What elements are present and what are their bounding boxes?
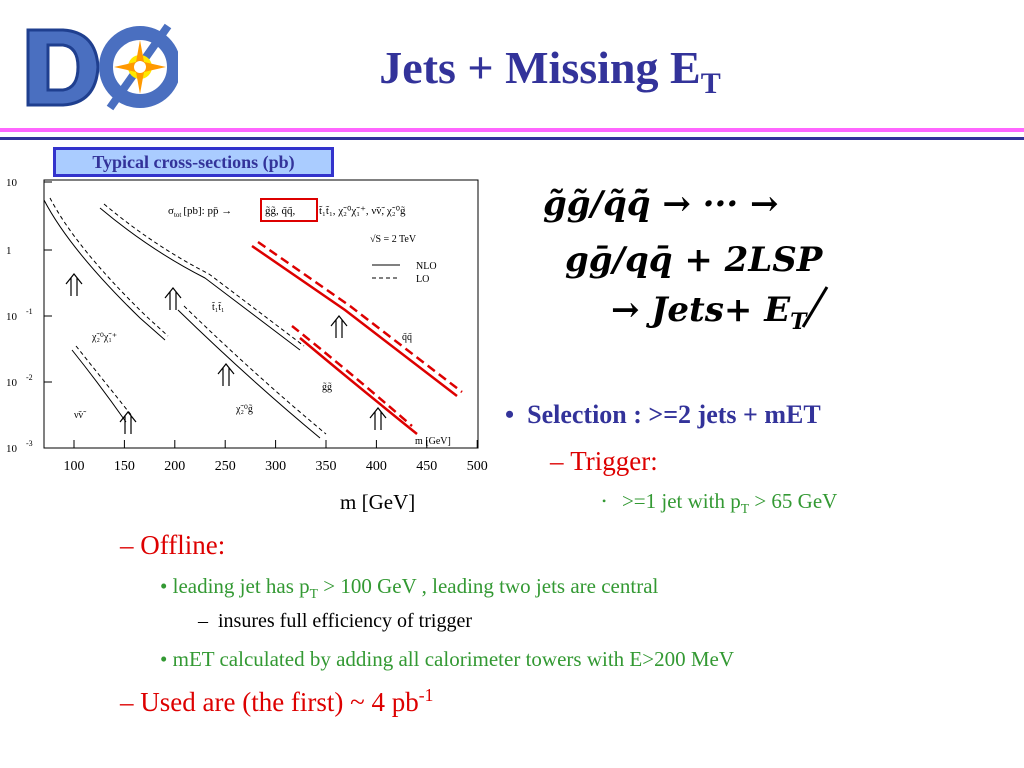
plot-header-rest: t̃₁t̃₁, χ̃₂⁰χ̃₁⁺, ν̃ν̃, χ̃₂⁰g̃ <box>319 205 406 217</box>
x-tick-label: 450 <box>416 459 437 474</box>
curve-vv-lo <box>75 345 133 417</box>
star-burst-icon <box>114 40 166 94</box>
dzero-logo <box>20 22 178 113</box>
label-x2g: χ̃₂⁰g̃ <box>235 404 253 415</box>
label-vv: ν̃ν̃ <box>74 410 87 421</box>
curve-x2x1-nlo <box>43 199 166 341</box>
label-x2x1: χ̃₂⁰χ̃₁⁺ <box>91 332 117 343</box>
cross-section-plot: 10 1 10 -1 10 -2 10 -3 100 150 200 250 300 350 400 450… <box>6 177 488 474</box>
bullet-trigger: – Trigger: <box>550 446 658 476</box>
y-tick-exponent: -1 <box>26 307 33 316</box>
x-tick-label: 350 <box>316 459 337 474</box>
x-tick-label: 400 <box>366 459 387 474</box>
decay-formula: g̃g̃/q̃q̄̃ → ··· → gḡ/qq̄ + 2LSP → Jets+… <box>543 184 829 335</box>
label-gg: g̃g̃ <box>322 382 332 393</box>
x-tick-label: 150 <box>114 459 135 474</box>
label-t1t1: t̃₁t̃₁ <box>212 301 225 313</box>
arrow-x2g <box>217 363 235 386</box>
legend-lo: LO <box>416 274 429 285</box>
x-tick-label: 100 <box>64 459 85 474</box>
y-tick-label: 10 <box>6 443 18 455</box>
y-axis-ticks: 10 1 10 -1 10 -2 10 -3 <box>6 177 52 455</box>
curve-x2x1-lo <box>49 197 169 337</box>
curve-x2g-nlo <box>177 309 321 439</box>
inner-x-label: m [GeV] <box>415 436 451 447</box>
divider-blue <box>0 137 1024 140</box>
x-axis-title: m [GeV] <box>340 490 416 514</box>
energy-label: √S = 2 TeV <box>370 234 417 245</box>
curve-vv-nlo <box>71 349 127 423</box>
formula-line-3: → Jets+ ET <box>611 290 808 335</box>
x-tick-label: 250 <box>215 459 236 474</box>
legend-nlo: NLO <box>416 261 437 272</box>
slide-title: Jets + Missing ET <box>379 42 721 100</box>
curve-t1t1-nlo <box>99 207 301 351</box>
y-tick-label: 10 <box>6 177 18 189</box>
y-tick-label: 10 <box>6 377 18 389</box>
x-tick-label: 200 <box>164 459 185 474</box>
y-tick-label: 1 <box>6 245 12 257</box>
missing-slash <box>801 286 829 328</box>
arrow-x2x1 <box>65 273 83 296</box>
bullet-offline-efficiency: – insures full efficiency of trigger <box>198 610 472 632</box>
arrow-gg <box>369 407 387 430</box>
arrow-qq <box>330 315 348 338</box>
x-tick-label: 300 <box>265 459 286 474</box>
x-axis-ticks: 100 150 200 250 300 350 400 450 500 <box>64 440 488 474</box>
cross-section-label: Typical cross-sections (pb) <box>53 147 334 177</box>
y-tick-exponent: -3 <box>26 439 33 448</box>
formula-line-1: g̃g̃/q̃q̄̃ → ··· → <box>543 184 779 224</box>
label-qq: q̃q̃ <box>402 332 412 343</box>
bullet-trigger-item: • >=1 jet with pT > 65 GeV <box>602 489 838 517</box>
highlight-box <box>260 198 318 222</box>
formula-line-2: gḡ/qq̄ + 2LSP <box>565 240 824 280</box>
curve-t1t1-lo <box>103 203 305 347</box>
bullet-selection: • Selection : >=2 jets + mET <box>505 400 821 429</box>
y-tick-exponent: -2 <box>26 373 33 382</box>
arrow-t1t1 <box>164 287 182 310</box>
bullet-offline-met: • mET calculated by adding all calorimet… <box>160 647 734 671</box>
bullet-offline: – Offline: <box>120 530 226 560</box>
plot-header-sigma: σtot [pb]: pp̄ → <box>168 205 232 219</box>
plot-header-boxed: g̃g̃, q̃q̃, <box>265 205 296 217</box>
x-tick-label: 500 <box>467 459 488 474</box>
curve-qq-lo <box>257 240 463 393</box>
arrow-vv <box>119 411 137 434</box>
divider-pink <box>0 128 1024 132</box>
y-tick-label: 10 <box>6 311 18 323</box>
bullet-used: – Used are (the first) ~ 4 pb-1 <box>120 685 434 717</box>
bullet-offline-leading-jet: • leading jet has pT > 100 GeV , leading… <box>160 574 659 602</box>
curve-x2g-lo <box>183 305 327 435</box>
curve-qq-nlo <box>251 244 458 397</box>
curve-gg-lo <box>291 325 413 427</box>
curve-gg-nlo <box>299 337 418 435</box>
